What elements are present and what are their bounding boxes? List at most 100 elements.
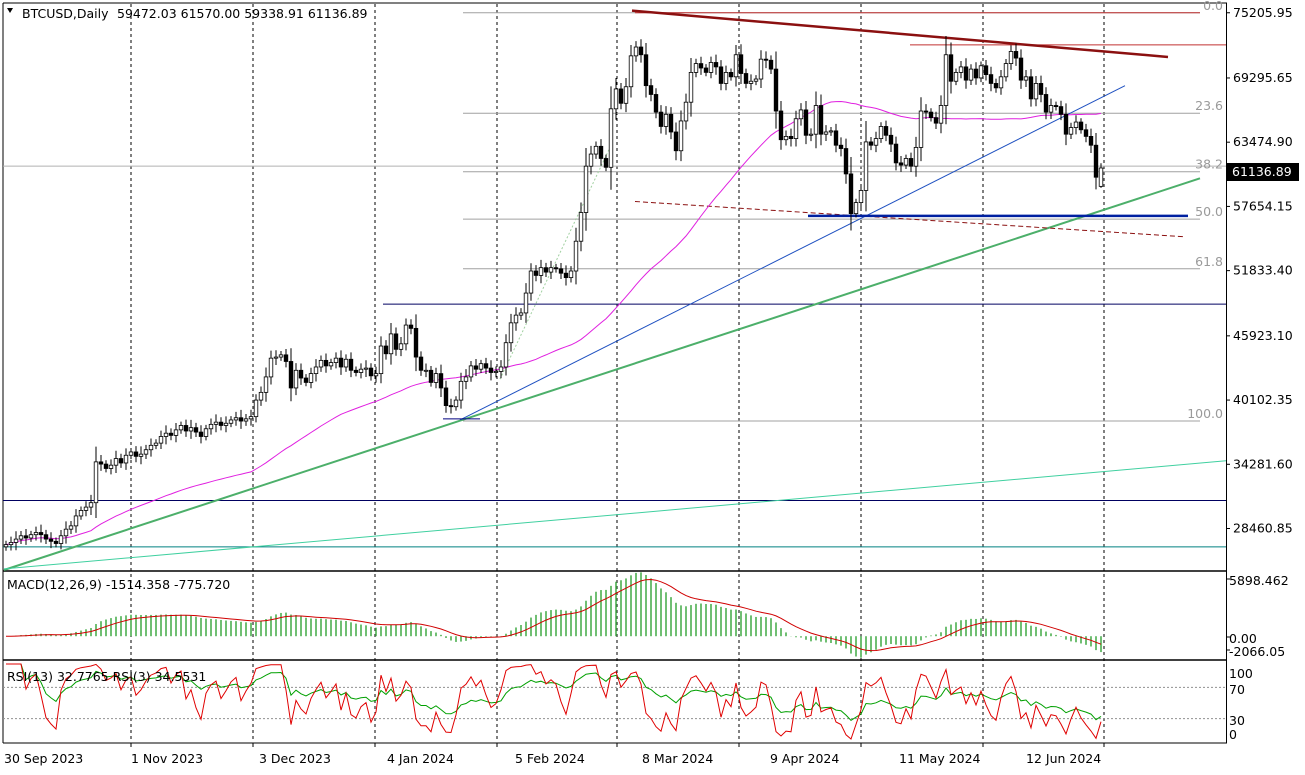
candle	[433, 367, 439, 389]
candle-body	[878, 126, 884, 140]
candle-body	[758, 58, 764, 80]
candle	[323, 353, 329, 373]
candle-body	[508, 322, 514, 344]
price-tick-label: 51833.40	[1233, 263, 1293, 278]
candle-body	[823, 131, 829, 135]
current-price-tag: 61136.89	[1227, 163, 1299, 181]
candle	[658, 105, 664, 134]
candle-body	[1093, 144, 1099, 178]
candle-body	[618, 88, 624, 104]
candle-body	[563, 272, 569, 279]
candle	[623, 77, 629, 113]
candle	[1053, 101, 1059, 111]
candle	[488, 360, 494, 381]
candle	[153, 439, 159, 450]
candle-body	[1083, 129, 1089, 137]
candle-body	[413, 327, 419, 358]
panel-frames	[2, 2, 1227, 744]
candle-body	[838, 144, 844, 149]
candle-body	[1038, 83, 1044, 95]
candle-body	[818, 105, 824, 135]
candle-body	[433, 373, 439, 383]
candle	[513, 307, 519, 331]
candle-body	[678, 120, 684, 152]
candle-body	[383, 345, 389, 355]
candle-body	[938, 105, 944, 124]
candle-body	[168, 432, 174, 436]
candle	[28, 530, 34, 542]
candle-body	[773, 68, 779, 112]
candle-body	[163, 432, 169, 437]
candle	[333, 352, 339, 369]
candle	[978, 61, 984, 83]
candle-body	[258, 391, 264, 401]
candle-body	[1013, 51, 1019, 59]
candle-body	[1078, 121, 1084, 131]
candle	[258, 386, 264, 406]
candle-body	[853, 202, 859, 215]
candle-body	[373, 373, 379, 377]
candle	[778, 100, 784, 150]
candle-body	[748, 80, 754, 84]
candle-body	[298, 369, 304, 379]
candle	[1043, 87, 1049, 120]
candle	[463, 369, 469, 390]
dashed-trend-line	[634, 200, 1186, 238]
candle	[608, 86, 614, 190]
candle-body	[553, 267, 559, 270]
candle-body	[693, 63, 699, 73]
candle	[378, 336, 384, 384]
candle-body	[263, 376, 269, 393]
candle	[1028, 69, 1034, 107]
candle	[903, 154, 909, 169]
chevron-down-icon[interactable]	[7, 8, 13, 13]
candle-body	[1008, 51, 1014, 64]
candle-body	[58, 535, 64, 544]
candle	[1013, 43, 1019, 66]
candle-body	[698, 63, 704, 69]
candle-body	[898, 162, 904, 166]
candle-body	[248, 416, 254, 420]
candle-body	[333, 357, 339, 363]
candle	[263, 367, 269, 402]
candle-body	[63, 528, 69, 537]
candle	[653, 88, 659, 119]
symbol-label: BTCUSD,Daily	[22, 6, 109, 21]
candle-body	[363, 367, 369, 370]
candle	[733, 45, 739, 87]
candle	[233, 411, 239, 426]
candle-body	[628, 55, 634, 88]
candle	[753, 75, 759, 86]
candle-body	[848, 173, 854, 215]
candle	[528, 263, 534, 301]
candle	[583, 147, 589, 231]
candle-body	[103, 463, 109, 469]
candle	[833, 123, 839, 153]
candle-body	[868, 141, 874, 146]
candle	[643, 42, 649, 98]
candle-body	[783, 135, 789, 141]
candle-body	[1048, 105, 1054, 113]
candle	[138, 446, 144, 465]
candle-body	[288, 361, 294, 389]
price-tick-label: 69295.65	[1233, 70, 1293, 85]
candle	[218, 417, 224, 431]
candle-body	[398, 343, 404, 350]
candle	[793, 110, 799, 147]
candle-body	[173, 429, 179, 436]
macd-signal-line	[6, 578, 1102, 652]
candle-body	[293, 369, 299, 389]
candle	[23, 528, 29, 545]
candle-body	[523, 292, 529, 314]
rsi-indicator-label: RSI(13) 32.7765 RSI(3) 34.5531	[7, 669, 206, 684]
candle	[203, 424, 209, 441]
candle-body	[538, 267, 544, 276]
candle-body	[683, 101, 689, 122]
candle	[803, 101, 809, 145]
chart-header: BTCUSD,Daily 59472.03 61570.00 59338.91 …	[7, 6, 368, 21]
candle-body	[23, 535, 29, 539]
candle-body	[598, 145, 604, 159]
candle-body	[33, 532, 39, 536]
